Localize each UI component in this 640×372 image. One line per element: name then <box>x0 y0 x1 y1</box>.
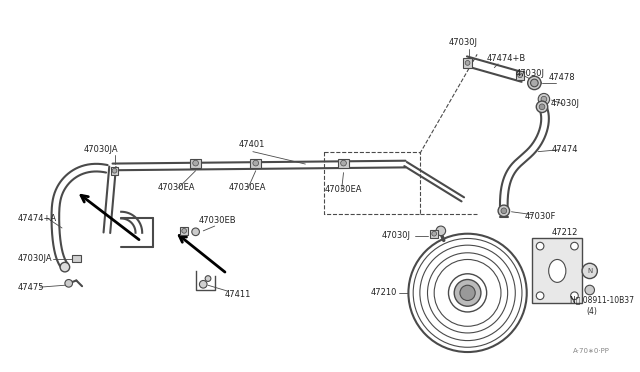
Text: 47030J: 47030J <box>381 231 411 240</box>
Bar <box>339 159 349 168</box>
Text: 47030EA: 47030EA <box>324 185 362 194</box>
Bar <box>430 230 438 238</box>
Bar <box>72 255 81 262</box>
Bar <box>463 58 472 68</box>
Circle shape <box>536 101 548 112</box>
Text: 47401: 47401 <box>239 141 265 150</box>
Circle shape <box>200 280 207 288</box>
Circle shape <box>536 292 544 299</box>
Circle shape <box>112 169 117 173</box>
Text: 47474+A: 47474+A <box>17 214 56 223</box>
Circle shape <box>436 226 445 235</box>
Text: N: N <box>587 268 593 274</box>
Text: 47030EA: 47030EA <box>157 183 195 192</box>
Text: 47030J: 47030J <box>449 38 477 47</box>
Circle shape <box>192 228 200 235</box>
Text: A·70∗0·PP: A·70∗0·PP <box>573 348 609 354</box>
Circle shape <box>539 104 545 110</box>
Text: 47030EB: 47030EB <box>198 216 236 225</box>
Bar <box>324 152 420 214</box>
Circle shape <box>531 79 538 87</box>
Circle shape <box>253 160 259 166</box>
Text: 47474+B: 47474+B <box>486 54 526 62</box>
Circle shape <box>193 160 198 166</box>
Circle shape <box>571 242 579 250</box>
Circle shape <box>460 285 476 301</box>
Circle shape <box>538 93 550 105</box>
Bar <box>516 71 524 80</box>
Text: 47030J: 47030J <box>550 99 580 108</box>
Circle shape <box>585 285 595 295</box>
Circle shape <box>65 279 72 287</box>
Bar <box>111 167 118 174</box>
Bar <box>180 227 188 235</box>
Bar <box>250 159 261 168</box>
Circle shape <box>518 73 522 78</box>
Circle shape <box>571 292 579 299</box>
Circle shape <box>528 76 541 90</box>
Text: 47030F: 47030F <box>525 212 556 221</box>
Text: (4): (4) <box>586 308 596 317</box>
Circle shape <box>501 208 507 214</box>
Bar <box>532 238 582 304</box>
Circle shape <box>340 160 346 166</box>
Circle shape <box>454 279 481 306</box>
Text: 47030J: 47030J <box>515 69 544 78</box>
Text: 47210: 47210 <box>371 288 397 297</box>
Circle shape <box>498 205 509 217</box>
Circle shape <box>60 262 70 272</box>
Text: 47030JA: 47030JA <box>84 145 118 154</box>
Circle shape <box>432 231 436 236</box>
Text: Nࢷ 08911-10B37: Nࢷ 08911-10B37 <box>570 295 634 304</box>
Circle shape <box>541 96 547 102</box>
Ellipse shape <box>548 260 566 282</box>
Circle shape <box>582 263 597 279</box>
Circle shape <box>182 228 186 233</box>
Circle shape <box>536 242 544 250</box>
Text: 47474: 47474 <box>552 145 578 154</box>
Text: 47411: 47411 <box>224 290 251 299</box>
Text: 47475: 47475 <box>17 283 44 292</box>
Circle shape <box>465 61 470 65</box>
Text: 47030EA: 47030EA <box>229 183 266 192</box>
Circle shape <box>205 276 211 282</box>
Text: 47212: 47212 <box>552 228 578 237</box>
Bar <box>190 159 201 168</box>
Text: 47478: 47478 <box>548 73 575 82</box>
Text: 47030JA: 47030JA <box>17 254 52 263</box>
